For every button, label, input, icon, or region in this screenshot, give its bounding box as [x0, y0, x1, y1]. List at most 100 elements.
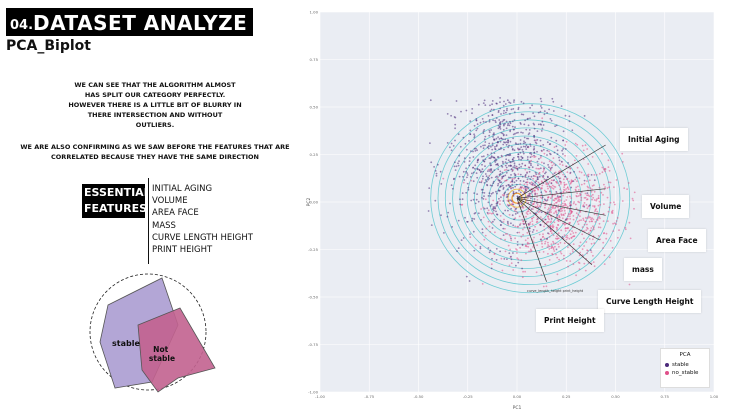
x-tick-label: 0.00 — [513, 394, 522, 399]
point-stable — [465, 109, 468, 112]
point-stable — [497, 182, 500, 185]
point-stable — [465, 191, 468, 194]
point-no_stable — [551, 225, 554, 228]
point-stable — [488, 142, 491, 145]
point-no_stable — [484, 198, 487, 201]
point-no_stable — [462, 181, 465, 184]
point-no_stable — [533, 201, 536, 204]
point-stable — [510, 207, 512, 210]
point-no_stable — [526, 213, 529, 216]
point-no_stable — [599, 217, 601, 220]
point-no_stable — [592, 218, 595, 221]
point-stable — [552, 110, 555, 112]
point-no_stable — [522, 228, 524, 231]
point-no_stable — [603, 168, 605, 170]
point-stable — [558, 156, 560, 159]
point-stable — [440, 183, 443, 185]
point-no_stable — [490, 212, 493, 215]
point-no_stable — [596, 213, 598, 216]
point-no_stable — [568, 237, 571, 240]
point-stable — [512, 203, 515, 206]
point-stable — [500, 185, 502, 188]
point-no_stable — [611, 209, 614, 212]
point-stable — [490, 145, 492, 148]
point-no_stable — [527, 245, 530, 248]
point-no_stable — [589, 187, 592, 190]
point-stable — [487, 178, 489, 181]
point-stable — [488, 119, 491, 121]
point-no_stable — [615, 179, 618, 181]
point-no_stable — [586, 207, 589, 210]
point-stable — [482, 155, 485, 158]
point-no_stable — [550, 185, 552, 188]
point-stable — [435, 174, 438, 177]
point-stable — [520, 158, 522, 161]
point-stable — [499, 173, 502, 175]
point-stable — [515, 191, 518, 194]
point-no_stable — [563, 188, 565, 191]
point-stable — [537, 123, 540, 126]
point-stable — [511, 145, 513, 148]
point-stable — [529, 201, 532, 204]
point-stable — [476, 193, 478, 196]
point-no_stable — [539, 210, 541, 213]
point-no_stable — [571, 248, 574, 251]
point-no_stable — [585, 241, 588, 243]
point-no_stable — [551, 194, 554, 197]
point-stable — [520, 100, 523, 103]
point-no_stable — [568, 208, 571, 211]
point-stable — [515, 132, 518, 134]
point-no_stable — [543, 152, 546, 155]
point-stable — [506, 99, 509, 102]
point-no_stable — [575, 186, 578, 189]
point-no_stable — [551, 232, 553, 235]
point-stable — [488, 134, 491, 137]
point-stable — [556, 214, 558, 216]
point-no_stable — [580, 199, 583, 202]
stable-label: stable — [112, 339, 140, 348]
point-no_stable — [605, 232, 608, 235]
point-no_stable — [552, 173, 554, 176]
point-stable — [533, 184, 536, 186]
point-no_stable — [562, 173, 564, 176]
point-stable — [493, 169, 496, 172]
point-no_stable — [591, 198, 593, 201]
point-stable — [555, 139, 558, 142]
point-no_stable — [522, 270, 524, 273]
point-stable — [534, 181, 537, 184]
point-stable — [511, 180, 513, 183]
point-stable — [512, 192, 515, 195]
point-stable — [541, 127, 544, 130]
point-stable — [502, 175, 505, 178]
point-no_stable — [567, 213, 570, 215]
point-stable — [480, 219, 482, 221]
point-no_stable — [584, 217, 587, 219]
point-stable — [496, 201, 499, 203]
x-tick-label: 0.75 — [661, 394, 670, 399]
point-stable — [461, 198, 464, 201]
point-no_stable — [586, 198, 589, 201]
point-stable — [546, 112, 548, 114]
point-no_stable — [562, 257, 565, 260]
point-stable — [510, 187, 512, 190]
point-no_stable — [550, 161, 553, 164]
point-stable — [490, 267, 493, 270]
point-stable — [495, 159, 498, 162]
point-no_stable — [536, 229, 538, 232]
point-no_stable — [558, 200, 561, 203]
point-stable — [520, 186, 522, 189]
point-stable — [487, 195, 490, 197]
point-no_stable — [517, 258, 520, 261]
point-stable — [530, 175, 533, 178]
point-stable — [512, 252, 514, 254]
point-no_stable — [557, 279, 560, 282]
point-stable — [463, 161, 466, 163]
point-no_stable — [567, 265, 569, 268]
point-stable — [505, 141, 508, 144]
point-stable — [503, 141, 505, 144]
point-stable — [512, 166, 515, 169]
point-stable — [487, 170, 489, 173]
point-stable — [479, 246, 482, 248]
point-stable — [518, 189, 520, 192]
point-no_stable — [566, 177, 569, 180]
